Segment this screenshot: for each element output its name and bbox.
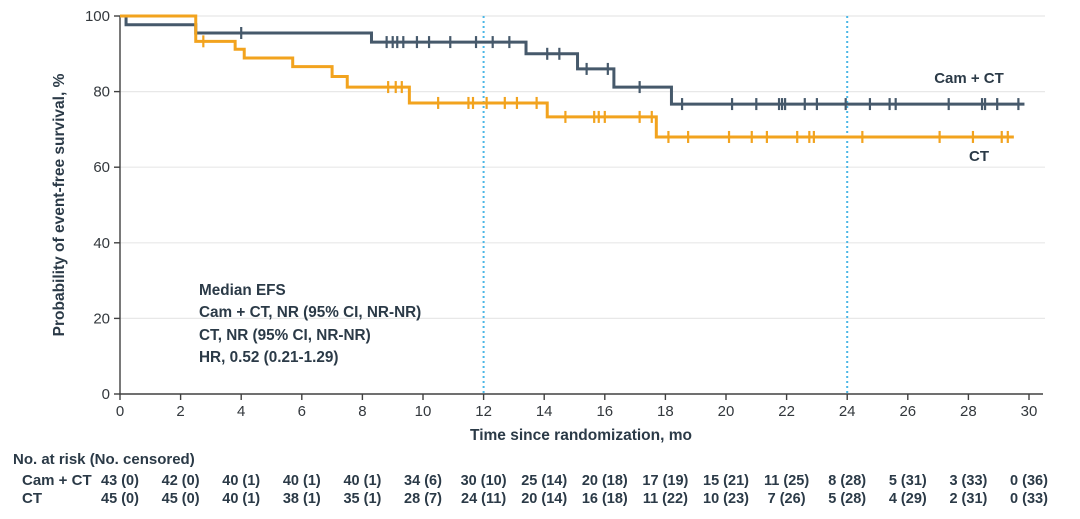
risk-table-header: No. at risk (No. censored) xyxy=(13,451,195,468)
risk-value: 3 (33) xyxy=(949,473,987,489)
risk-value: 40 (1) xyxy=(343,473,381,489)
risk-value: 11 (25) xyxy=(764,473,809,489)
x-tick-label: 30 xyxy=(1021,403,1038,420)
risk-value: 42 (0) xyxy=(162,473,200,489)
risk-value: 17 (19) xyxy=(642,473,688,489)
x-tick-label: 8 xyxy=(358,403,366,420)
risk-value: 10 (23) xyxy=(703,491,749,507)
risk-table: No. at risk (No. censored) Cam + CT CT 4… xyxy=(13,451,1048,507)
risk-value: 5 (28) xyxy=(828,491,866,507)
risk-value: 5 (31) xyxy=(889,473,927,489)
curve-label-cam-ct: Cam + CT xyxy=(934,70,1004,87)
x-tick-label: 6 xyxy=(298,403,306,420)
x-tick-label: 4 xyxy=(237,403,245,420)
risk-value: 7 (26) xyxy=(768,491,806,507)
survival-curves xyxy=(120,14,1025,143)
risk-value: 20 (18) xyxy=(582,473,628,489)
risk-value: 20 (14) xyxy=(521,491,567,507)
y-tick-label: 100 xyxy=(85,8,110,25)
risk-value: 40 (1) xyxy=(222,491,260,507)
risk-value: 28 (7) xyxy=(404,491,442,507)
annotation-ct: CT, NR (95% CI, NR-NR) xyxy=(199,327,371,344)
risk-value: 40 (1) xyxy=(283,473,321,489)
risk-value: 30 (10) xyxy=(461,473,507,489)
y-tick-label: 80 xyxy=(93,84,110,101)
median-efs-annotation: Median EFS Cam + CT, NR (95% CI, NR-NR) … xyxy=(199,282,421,366)
risk-value: 45 (0) xyxy=(162,491,200,507)
risk-value: 15 (21) xyxy=(703,473,749,489)
risk-value: 11 (22) xyxy=(643,491,688,507)
x-tick-label: 14 xyxy=(536,403,553,420)
risk-value: 40 (1) xyxy=(222,473,260,489)
x-axis-title: Time since randomization, mo xyxy=(470,427,692,444)
risk-value: 34 (6) xyxy=(404,473,442,489)
x-tick-label: 18 xyxy=(657,403,674,420)
x-tick-label: 20 xyxy=(718,403,735,420)
x-tick-label: 10 xyxy=(415,403,432,420)
reference-lines xyxy=(482,16,849,394)
risk-value: 24 (11) xyxy=(461,491,506,507)
annotation-hr: HR, 0.52 (0.21-1.29) xyxy=(199,349,338,366)
risk-value: 16 (18) xyxy=(582,491,628,507)
y-tick-label: 40 xyxy=(93,235,110,252)
x-tick-label: 26 xyxy=(899,403,916,420)
x-tick-label: 2 xyxy=(176,403,184,420)
risk-values: 43 (0) 42 (0) 40 (1) 40 (1) 40 (1) 34 (6) 30 (… xyxy=(101,473,1048,507)
risk-value: 4 (29) xyxy=(889,491,927,507)
gridlines xyxy=(120,15,1045,319)
x-tick-label: 22 xyxy=(778,403,795,420)
x-tick-label: 12 xyxy=(475,403,492,420)
risk-row-label-cam-ct: Cam + CT xyxy=(22,472,92,489)
risk-value: 35 (1) xyxy=(343,491,381,507)
annotation-cam-ct: Cam + CT, NR (95% CI, NR-NR) xyxy=(199,304,421,321)
survival-curve-cam-ct xyxy=(120,14,1025,106)
risk-value: 8 (28) xyxy=(828,473,866,489)
x-tick-label: 0 xyxy=(116,403,124,420)
y-axis-title: Probability of event-free survival, % xyxy=(51,73,68,336)
risk-value: 0 (33) xyxy=(1010,491,1048,507)
risk-row-label-ct: CT xyxy=(22,490,42,507)
risk-value: 2 (31) xyxy=(949,491,987,507)
y-tick-label: 60 xyxy=(93,159,110,176)
risk-value: 43 (0) xyxy=(101,473,139,489)
risk-value: 45 (0) xyxy=(101,491,139,507)
risk-value: 25 (14) xyxy=(521,473,567,489)
risk-value: 0 (36) xyxy=(1010,473,1048,489)
x-tick-label: 28 xyxy=(960,403,977,420)
annotation-title: Median EFS xyxy=(199,282,286,299)
y-tick-label: 0 xyxy=(102,386,110,403)
x-tick-label: 16 xyxy=(596,403,613,420)
risk-value: 38 (1) xyxy=(283,491,321,507)
x-tick-label: 24 xyxy=(839,403,856,420)
curve-label-ct: CT xyxy=(969,148,989,165)
survival-curve-ct xyxy=(120,14,1014,139)
y-tick-label: 20 xyxy=(93,310,110,327)
